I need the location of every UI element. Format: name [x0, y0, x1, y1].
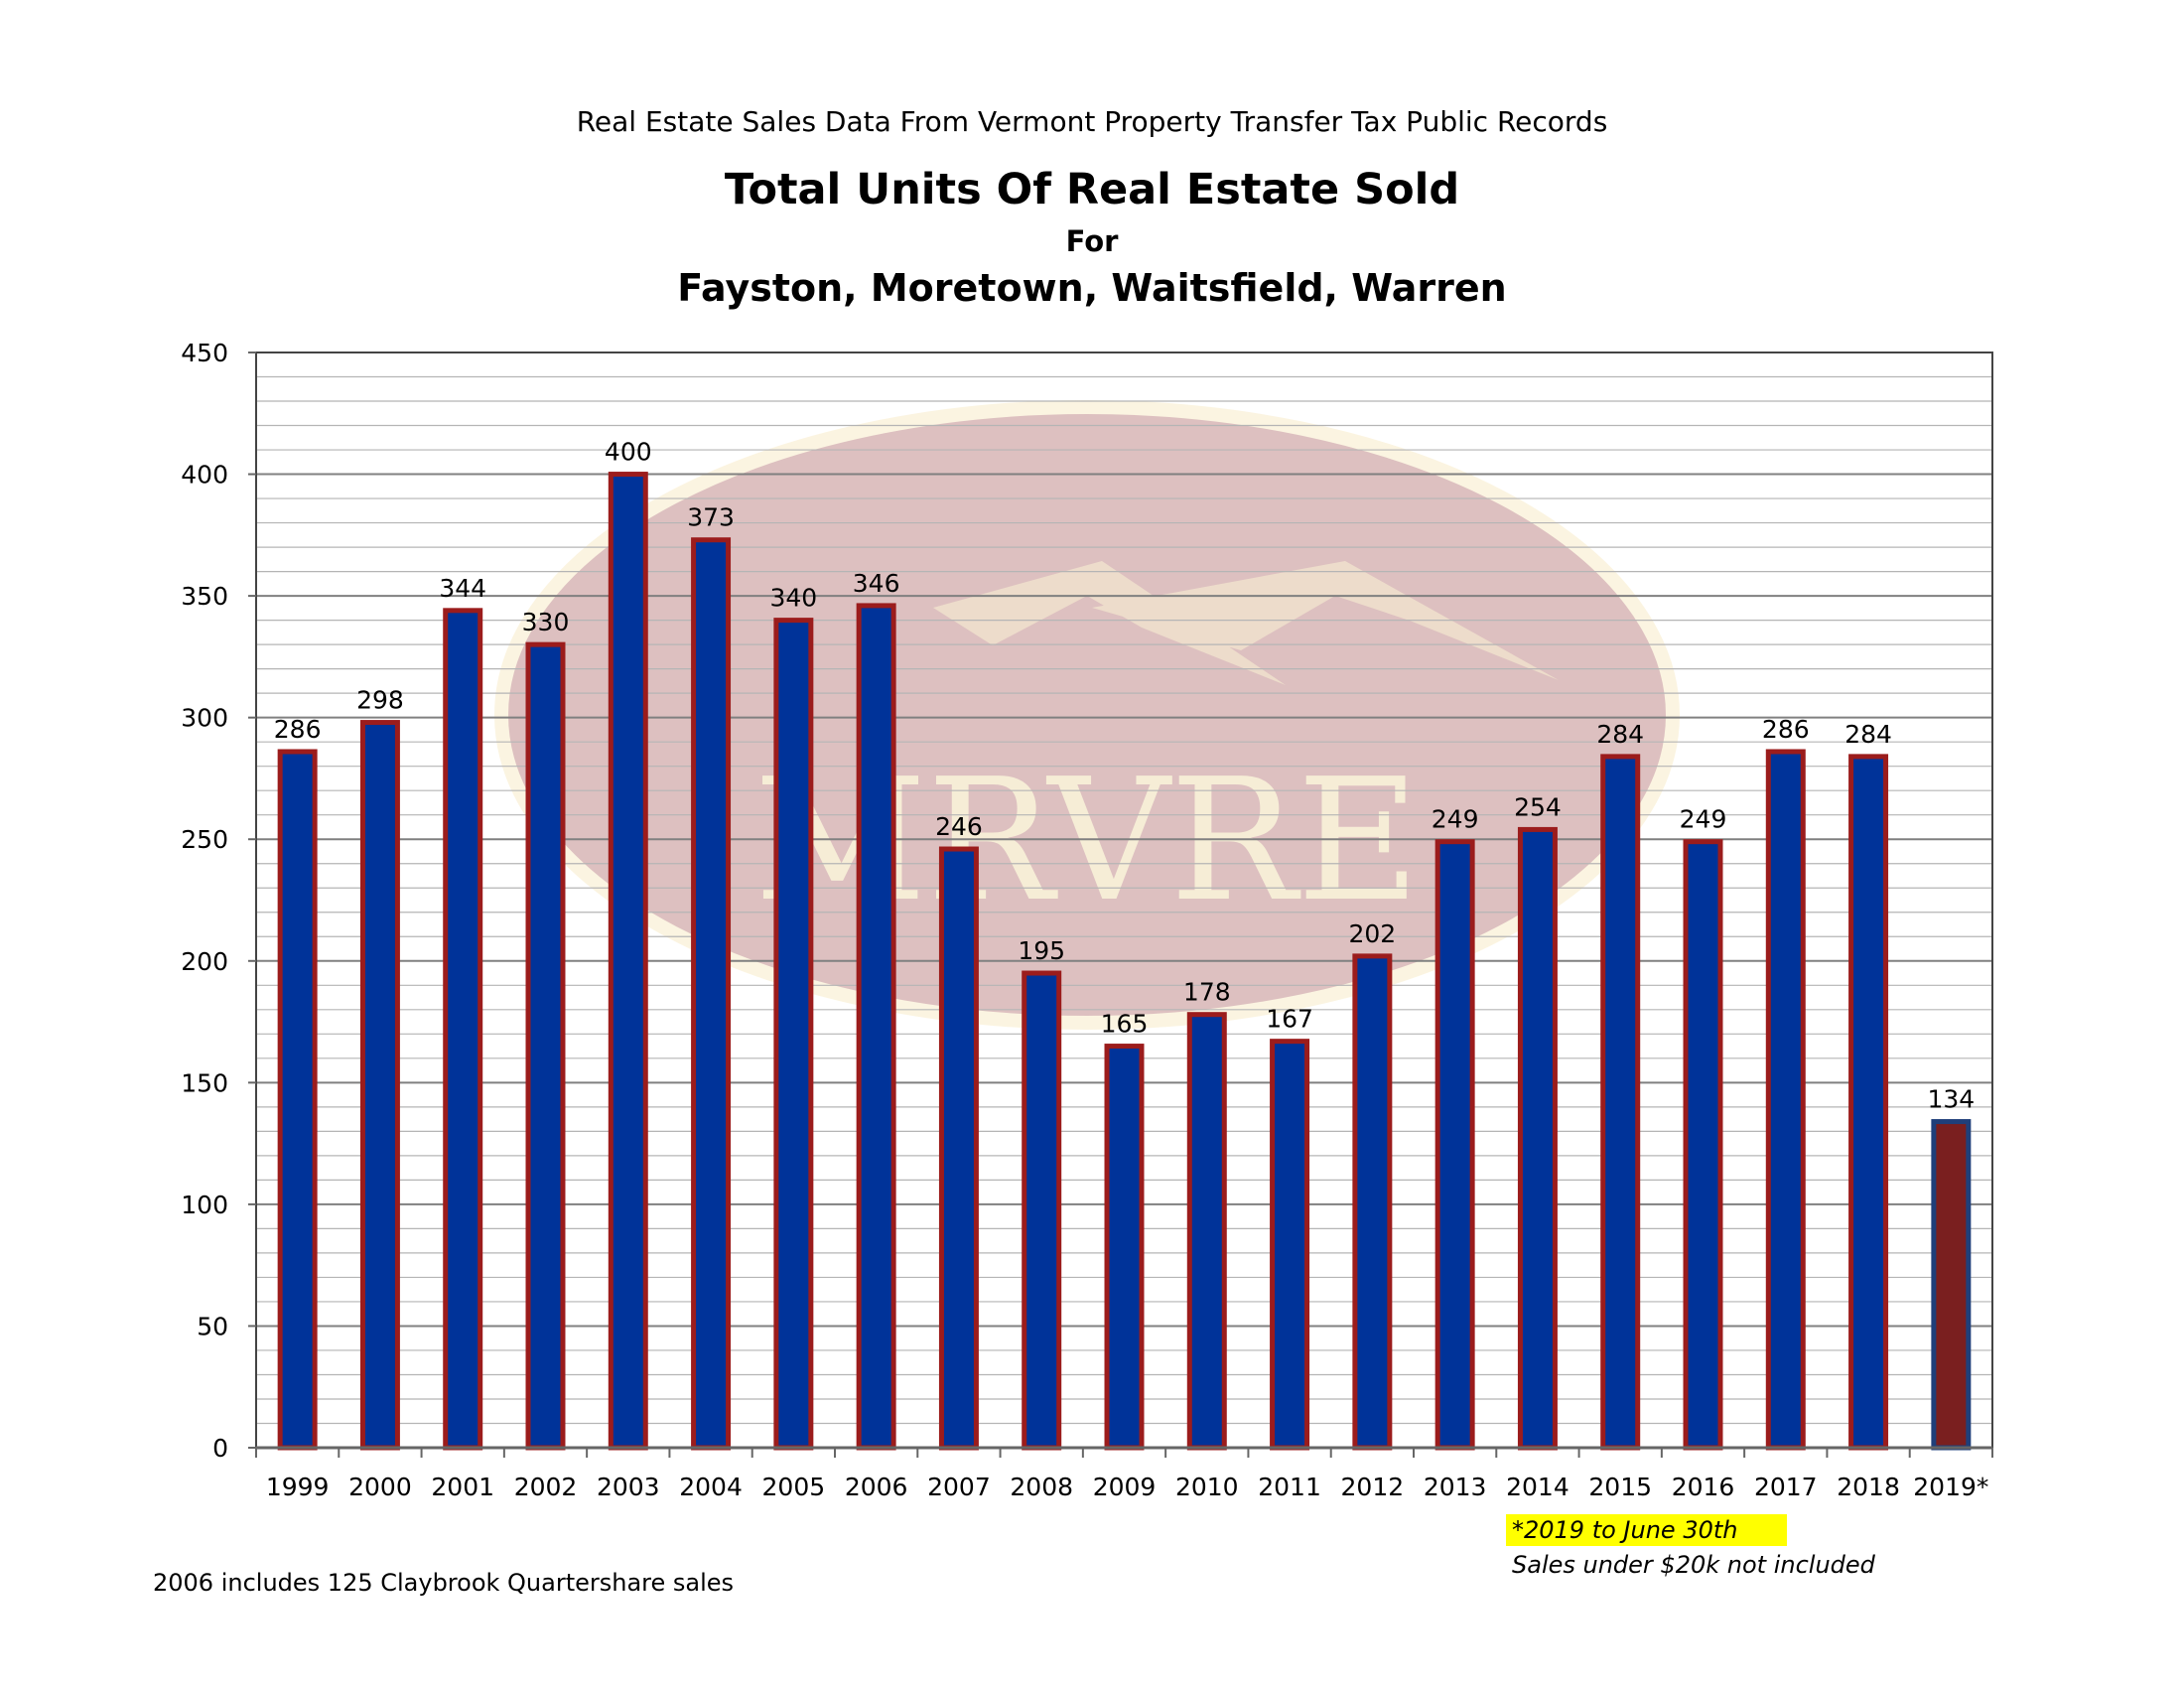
bar [1022, 970, 1062, 1451]
data-label: 178 [1183, 978, 1231, 1007]
x-tick-label: 2003 [597, 1473, 660, 1501]
x-tick-label: 2014 [1506, 1473, 1570, 1501]
x-tick-label: 1999 [266, 1473, 330, 1501]
watermark: MRVRE [494, 400, 1680, 1030]
bar [359, 720, 400, 1451]
footnote-exclusion: Sales under $20k not included [1512, 1551, 1875, 1579]
chart-title: Total Units Of Real Estate Sold [724, 165, 1460, 214]
data-label: 346 [853, 569, 900, 598]
data-label: 286 [274, 715, 322, 744]
x-tick-label: 2006 [845, 1473, 908, 1501]
x-tick-label: 2005 [762, 1473, 826, 1501]
x-tick-label: 2016 [1672, 1473, 1735, 1501]
x-tick-label: 2018 [1837, 1473, 1900, 1501]
y-tick-label: 50 [197, 1312, 228, 1340]
data-label: 284 [1844, 720, 1892, 749]
bar [1434, 839, 1475, 1451]
y-tick-label: 100 [181, 1191, 228, 1219]
x-tick-label: 2010 [1175, 1473, 1239, 1501]
y-tick-label: 150 [181, 1068, 228, 1097]
x-tick-label: 2000 [348, 1473, 412, 1501]
chart-for-line: For [1065, 224, 1119, 258]
data-label: 286 [1762, 715, 1810, 744]
data-label: 249 [1432, 805, 1479, 834]
y-tick-label: 300 [181, 704, 228, 733]
bar [1848, 754, 1889, 1451]
data-label: 284 [1596, 720, 1644, 749]
bar [1765, 749, 1806, 1451]
x-tick-label: 2012 [1341, 1473, 1405, 1501]
x-tick-label: 2007 [927, 1473, 991, 1501]
data-label: 344 [439, 574, 486, 603]
watermark-text: MRVRE [754, 743, 1421, 939]
data-labels: 286 298 344 330 400 373 340 346 246 195 165 178 167 2… [274, 438, 1975, 1114]
x-tick-label: 2002 [514, 1473, 578, 1501]
data-label: 330 [522, 608, 570, 636]
bar [1186, 1012, 1227, 1451]
bar [856, 603, 896, 1451]
watermark-mountains [933, 561, 1559, 685]
x-tick-label: 2004 [679, 1473, 743, 1501]
bar [691, 537, 732, 1451]
x-tick-label: 2008 [1010, 1473, 1073, 1501]
bar [1683, 839, 1723, 1451]
x-tick-label: 2013 [1424, 1473, 1487, 1501]
footnote-claybrook: 2006 includes 125 Claybrook Quartershare… [153, 1569, 735, 1597]
bar [1517, 826, 1558, 1451]
data-label: 373 [687, 503, 735, 532]
bar [1931, 1119, 1972, 1451]
y-tick-label: 450 [181, 339, 228, 367]
data-label: 165 [1101, 1010, 1149, 1039]
data-label: 340 [769, 584, 817, 613]
x-tick-label: 2019* [1913, 1473, 1988, 1501]
bar [443, 608, 483, 1451]
data-label: 249 [1680, 805, 1727, 834]
data-label: 254 [1514, 792, 1562, 821]
data-label: 246 [935, 812, 983, 841]
data-label: 400 [605, 438, 652, 467]
data-label: 298 [356, 686, 404, 715]
bar [1270, 1039, 1310, 1451]
footnote-2019-highlight: *2019 to June 30th [1506, 1514, 1787, 1546]
bar [1600, 754, 1641, 1451]
y-tick-label: 350 [181, 582, 228, 611]
bar [1352, 953, 1393, 1451]
data-label: 167 [1266, 1005, 1313, 1034]
data-label: 195 [1018, 936, 1065, 965]
bars [277, 472, 1972, 1451]
x-tick-label: 2011 [1258, 1473, 1321, 1501]
x-tick-label: 2017 [1754, 1473, 1818, 1501]
chart-subtitle: Fayston, Moretown, Waitsfield, Warren [677, 266, 1507, 310]
x-tick-label: 2009 [1093, 1473, 1157, 1501]
bar [277, 749, 318, 1451]
y-tick-label: 200 [181, 947, 228, 976]
chart-supertitle: Real Estate Sales Data From Vermont Prop… [576, 105, 1608, 138]
y-tick-label: 400 [181, 461, 228, 490]
data-label: 202 [1348, 919, 1396, 948]
bar [608, 472, 648, 1451]
y-tick-label: 0 [212, 1434, 228, 1463]
y-tick-label: 250 [181, 825, 228, 854]
x-tick-label: 2001 [431, 1473, 494, 1501]
bar [938, 846, 979, 1451]
bar [773, 618, 814, 1451]
bar [1104, 1044, 1145, 1451]
x-tick-label: 2015 [1588, 1473, 1652, 1501]
bar [525, 641, 566, 1451]
axes: 0 50 100 150 200 250 300 350 400 450 1999 2000 2001 2… [181, 339, 1993, 1501]
data-label: 134 [1927, 1085, 1975, 1114]
